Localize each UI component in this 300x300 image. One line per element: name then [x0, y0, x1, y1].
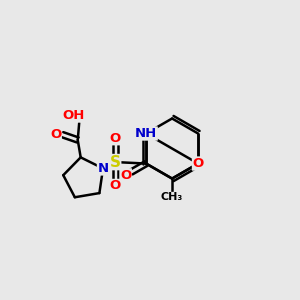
Text: O: O: [110, 179, 121, 192]
Text: S: S: [110, 154, 121, 169]
Text: CH₃: CH₃: [161, 192, 183, 203]
Text: O: O: [110, 132, 121, 145]
Text: N: N: [98, 162, 109, 175]
Text: O: O: [193, 157, 204, 170]
Text: O: O: [120, 169, 131, 182]
Text: OH: OH: [63, 109, 85, 122]
Text: NH: NH: [135, 127, 157, 140]
Text: O: O: [50, 128, 61, 141]
